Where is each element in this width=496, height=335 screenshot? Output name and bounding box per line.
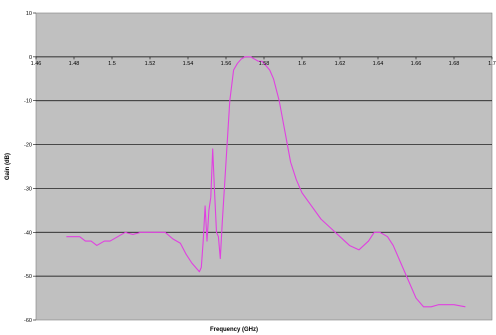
series-line-0 [66,56,466,308]
y-tick-label: -50 [24,274,32,280]
x-tick-label: 1.58 [259,61,270,67]
x-tick-label: 1.5 [108,61,116,67]
x-tick-label: 1.48 [69,61,80,67]
x-tick-label: 1.64 [373,61,384,67]
y-tick-label: -40 [24,230,32,236]
y-tick-label: -10 [24,99,32,105]
x-tick-label: 1.56 [221,61,232,67]
x-tick-label: 1.62 [335,61,346,67]
y-tick-label: -30 [24,186,32,192]
y-tick-label: -60 [24,318,32,324]
y-tick-label: -20 [24,143,32,149]
y-tick-label: 10 [26,11,32,17]
x-axis-title: Frequency (GHz) [210,327,258,333]
x-tick-label: 1.66 [411,61,422,67]
x-tick-label: 1.68 [449,61,460,67]
y-axis-title: Gain (dB) [5,153,11,180]
x-tick-label: 1.46 [31,61,42,67]
x-tick-label: 1.52 [145,61,156,67]
y-tick-label: 0 [29,55,32,61]
x-tick-label: 1.7 [488,61,496,67]
x-tick-label: 1.6 [298,61,306,67]
x-tick-label: 1.54 [183,61,194,67]
